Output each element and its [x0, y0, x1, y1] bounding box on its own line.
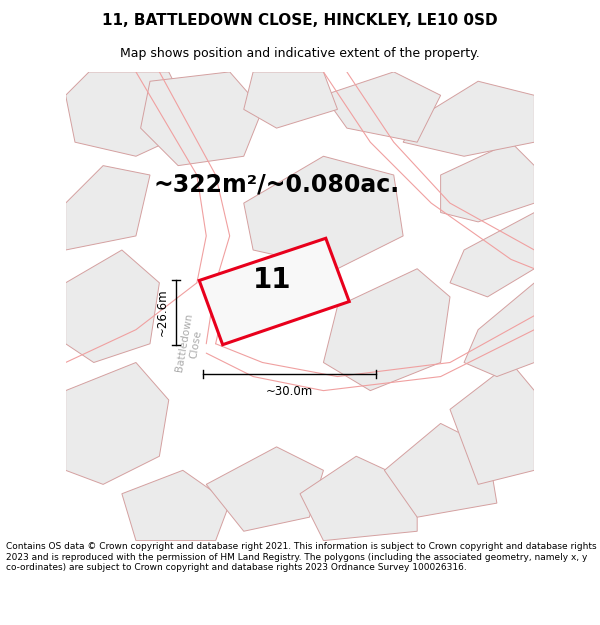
Polygon shape [323, 269, 450, 391]
Polygon shape [65, 250, 160, 362]
Polygon shape [385, 424, 497, 518]
Polygon shape [206, 447, 323, 531]
Polygon shape [323, 72, 440, 142]
Text: ~322m²/~0.080ac.: ~322m²/~0.080ac. [154, 173, 400, 196]
Polygon shape [199, 238, 349, 345]
Text: ~26.6m: ~26.6m [156, 289, 169, 336]
Text: Battledown
Close: Battledown Close [174, 312, 206, 375]
Polygon shape [440, 142, 535, 222]
Polygon shape [244, 156, 403, 269]
Polygon shape [140, 72, 263, 166]
Text: Contains OS data © Crown copyright and database right 2021. This information is : Contains OS data © Crown copyright and d… [6, 542, 596, 572]
Polygon shape [65, 362, 169, 484]
Text: 11, BATTLEDOWN CLOSE, HINCKLEY, LE10 0SD: 11, BATTLEDOWN CLOSE, HINCKLEY, LE10 0SD [102, 12, 498, 28]
Polygon shape [300, 456, 417, 541]
Polygon shape [122, 470, 230, 541]
Polygon shape [450, 362, 535, 484]
Polygon shape [403, 81, 535, 156]
Polygon shape [65, 166, 150, 250]
Text: 11: 11 [253, 266, 291, 294]
Polygon shape [450, 213, 535, 297]
Polygon shape [244, 72, 337, 128]
Polygon shape [65, 72, 197, 156]
Text: ~30.0m: ~30.0m [266, 384, 313, 398]
Polygon shape [464, 282, 535, 376]
Text: Map shows position and indicative extent of the property.: Map shows position and indicative extent… [120, 48, 480, 61]
